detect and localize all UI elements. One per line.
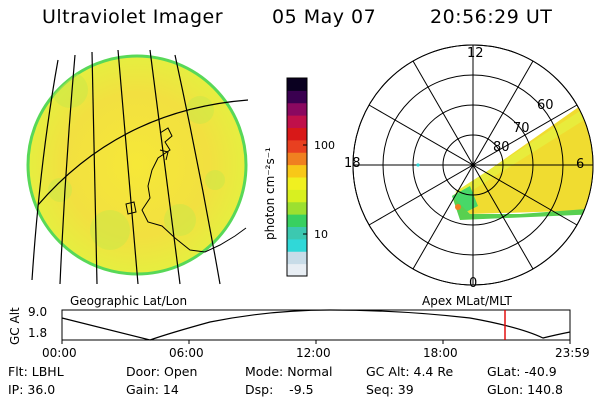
mlt-label-12: 12 (467, 46, 484, 61)
colorbar-swatch (287, 251, 307, 265)
colorbar-swatch (287, 78, 307, 91)
colorbar-swatch (287, 90, 307, 104)
info-glon: GLon: 140.8 (487, 382, 563, 397)
colorbar-swatch (287, 226, 307, 240)
colorbar-swatch (287, 238, 307, 252)
altitude-curve (61, 309, 571, 341)
info-seq: Seq: 39 (366, 382, 414, 397)
colorbar-swatch (287, 177, 307, 190)
colorbar-tick-100: 100 (314, 139, 335, 152)
aurora-emission (452, 92, 593, 220)
colorbar-swatch (287, 189, 307, 203)
timeline-x-tick-1: 06:00 (169, 346, 204, 360)
timeline-x-tick-0: 00:00 (42, 346, 77, 360)
time-label: 20:56:29 UT (430, 6, 553, 28)
timeline-y-label: GC Alt (8, 307, 22, 345)
info-flt: Flt: LBHL (8, 364, 64, 379)
polar-plot (352, 44, 594, 286)
timeline-x-tick-4: 23:59 (555, 346, 590, 360)
info-glat: GLat: -40.9 (487, 364, 557, 379)
colorbar-swatch (287, 263, 307, 277)
colorbar-swatch (287, 152, 307, 166)
geo-grid (31, 49, 249, 285)
geo-caption: Geographic Lat/Lon (70, 294, 188, 308)
timeline-x-tick-3: 18:00 (423, 346, 458, 360)
earth-disk (26, 54, 248, 276)
colorbar (287, 78, 307, 277)
colorbar-unit-label: photon cm⁻²s⁻¹ (263, 147, 277, 240)
date-label: 05 May 07 (272, 6, 377, 28)
info-mode: Mode: Normal (245, 364, 333, 379)
mlt-label-0: 0 (469, 276, 478, 291)
colorbar-frame (286, 77, 308, 277)
polar-caption: Apex MLat/MLT (422, 294, 512, 308)
timeline-y-tick-top: 9.0 (28, 305, 48, 319)
timeline-x-tick-2: 12:00 (296, 346, 331, 360)
colorbar-tick-10: 10 (314, 228, 328, 241)
coastline (125, 127, 247, 253)
info-ip: IP: 36.0 (8, 382, 56, 397)
info-dsp: Dsp: -9.5 (245, 382, 314, 397)
colorbar-swatch (287, 102, 307, 116)
colorbar-swatch (287, 127, 307, 141)
timeline-y-tick-bottom: 1.8 (28, 326, 48, 340)
mlat-label-60: 60 (537, 98, 554, 113)
mlt-label-6: 6 (576, 157, 585, 172)
timeline-plot (61, 309, 571, 344)
colorbar-swatch (287, 201, 307, 215)
colorbar-swatch (287, 115, 307, 128)
colorbar-swatch (287, 139, 307, 153)
mlat-label-70: 70 (513, 121, 530, 136)
mlat-label-80: 80 (493, 140, 510, 155)
instrument-title: Ultraviolet Imager (42, 6, 224, 28)
colorbar-swatch (287, 214, 307, 227)
info-gc-alt: GC Alt: 4.4 Re (366, 364, 454, 379)
colorbar-swatch (287, 164, 307, 178)
info-gain: Gain: 14 (126, 382, 179, 397)
mlt-label-18: 18 (344, 156, 361, 171)
info-door: Door: Open (126, 364, 198, 379)
